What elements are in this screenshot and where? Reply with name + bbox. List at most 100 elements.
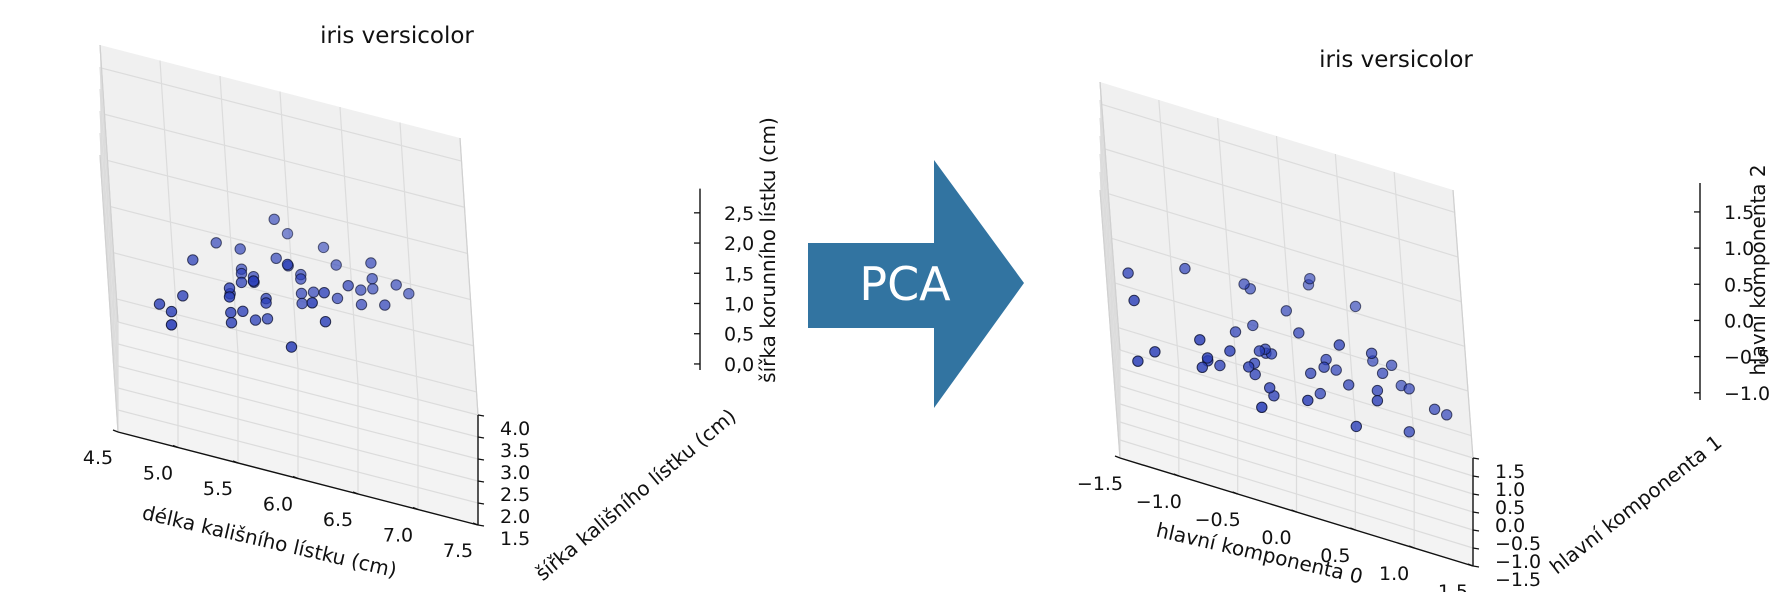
y-tick xyxy=(477,480,485,483)
grid-line xyxy=(1119,349,1474,459)
y-tick-label: 0.0 xyxy=(1495,515,1525,537)
y-tick xyxy=(1472,457,1480,460)
grid-line xyxy=(117,365,479,460)
grid-line xyxy=(1099,135,1121,405)
data-point xyxy=(330,259,342,271)
z-tick-label: 1.0 xyxy=(1724,238,1754,260)
data-point xyxy=(1224,345,1236,357)
data-point xyxy=(1128,294,1140,307)
data-point xyxy=(1349,300,1362,313)
grid-line xyxy=(99,88,119,367)
data-point xyxy=(355,284,367,296)
x-tick xyxy=(1114,455,1121,459)
grid-line xyxy=(1111,237,1465,347)
data-point xyxy=(403,288,415,300)
chart-title: iris versicolor xyxy=(1319,47,1473,73)
data-point xyxy=(1302,394,1314,407)
y-tick-label: 2.0 xyxy=(500,506,530,528)
data-point xyxy=(1343,379,1355,391)
y-tick xyxy=(1472,475,1480,478)
data-point xyxy=(1333,339,1346,351)
y-tick xyxy=(477,458,485,461)
data-point xyxy=(1318,361,1330,373)
x-tick-label: 4.5 xyxy=(83,447,113,469)
x-tick xyxy=(472,522,479,526)
data-point xyxy=(285,341,298,353)
grid-line xyxy=(1108,193,1462,303)
z-tick-label: 2,0 xyxy=(724,233,754,255)
y-tick xyxy=(1472,493,1480,496)
data-point xyxy=(1249,368,1261,381)
data-point xyxy=(1229,326,1242,338)
data-point xyxy=(1376,367,1389,379)
data-point xyxy=(268,213,280,226)
grid-line xyxy=(117,321,479,416)
data-point xyxy=(1350,420,1363,433)
data-point xyxy=(1132,355,1144,367)
grid-line xyxy=(101,67,462,162)
y-tick-label: 1.5 xyxy=(1495,461,1525,483)
y-tick xyxy=(1472,511,1480,514)
data-point xyxy=(1428,403,1441,415)
data-point xyxy=(342,280,354,292)
y-tick-label: 1.5 xyxy=(500,528,530,550)
grid-line xyxy=(110,206,471,301)
data-point xyxy=(367,283,379,295)
data-point xyxy=(223,291,236,303)
data-point xyxy=(306,297,318,309)
pane-edge xyxy=(99,44,119,323)
grid-line xyxy=(339,106,359,385)
data-point xyxy=(261,313,274,325)
z-tick-label: −0.5 xyxy=(1724,347,1770,369)
data-point xyxy=(1149,346,1161,358)
data-point xyxy=(1201,352,1214,364)
data-point xyxy=(1305,367,1317,379)
data-point xyxy=(317,241,330,254)
pane-edge xyxy=(99,154,119,433)
data-point xyxy=(249,314,262,326)
grid-line xyxy=(219,75,239,354)
grid-line xyxy=(1275,135,1298,405)
x-tick xyxy=(1232,491,1238,495)
grid-line xyxy=(1099,153,1121,423)
data-point xyxy=(177,290,189,302)
data-point xyxy=(1264,382,1276,394)
y-tick xyxy=(477,436,485,439)
grid-line xyxy=(1393,171,1415,441)
right-3d-scatter-chart: −1.5−1.0−0.50.00.51.01.5−1.5−1.0−0.50.00… xyxy=(1077,47,1770,592)
grid-line xyxy=(99,66,119,345)
y-axis-label: hlavní komponenta 1 xyxy=(1545,430,1726,579)
data-point xyxy=(1243,361,1255,373)
grid-line xyxy=(1099,171,1121,441)
data-point xyxy=(390,279,402,291)
data-point xyxy=(318,287,330,299)
grid-line xyxy=(1099,117,1121,387)
z-axis-label: šířka korunního lístku (cm) xyxy=(756,117,780,383)
x-tick xyxy=(1291,509,1297,513)
data-point xyxy=(1365,347,1378,359)
data-point xyxy=(1403,383,1415,395)
x-tick xyxy=(1350,527,1356,531)
grid-line xyxy=(113,252,474,347)
x-tick xyxy=(352,491,359,495)
x-tick-label: −0.5 xyxy=(1195,509,1241,531)
x-tick xyxy=(1173,473,1180,477)
y-tick xyxy=(477,502,485,505)
data-point xyxy=(1314,387,1327,400)
data-point xyxy=(165,319,178,331)
y-tick-label: −1.0 xyxy=(1495,551,1541,573)
data-point xyxy=(210,237,222,249)
grid-line xyxy=(117,343,479,438)
data-point xyxy=(1122,267,1134,279)
data-point xyxy=(1371,384,1384,397)
data-point xyxy=(1385,359,1398,371)
grid-line xyxy=(1119,367,1474,477)
y-tick-label: −0.5 xyxy=(1495,533,1541,555)
data-point xyxy=(234,243,246,255)
data-point xyxy=(247,275,260,287)
x-tick xyxy=(292,475,299,480)
arrow-shape xyxy=(808,160,1024,408)
data-point xyxy=(1371,395,1384,407)
chart-title: iris versicolor xyxy=(320,23,474,49)
x-tick xyxy=(112,429,119,433)
